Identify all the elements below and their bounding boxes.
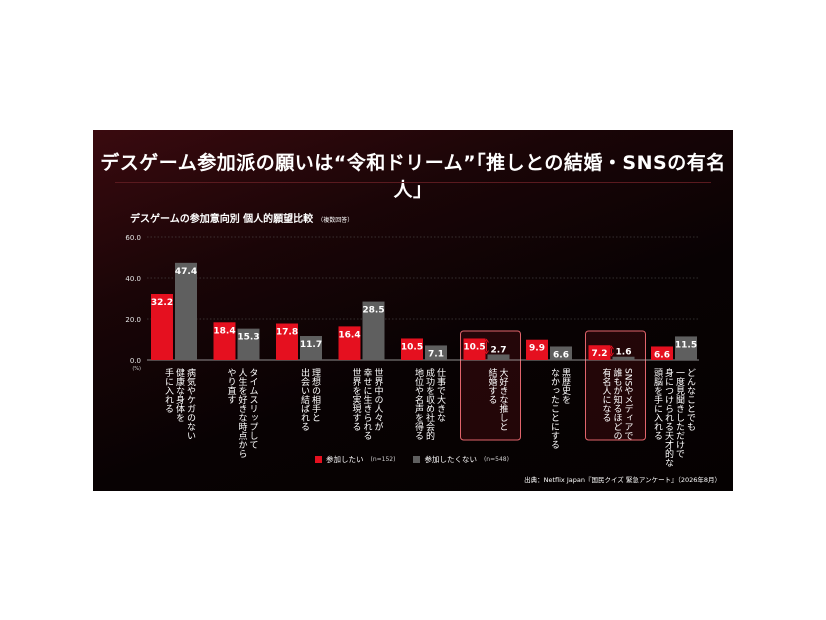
chart-subtitle: デスゲームの参加意向別 個人的願望比較 （複数回答） <box>130 210 353 225</box>
category-label-9: 身につけられる天才的な <box>663 367 674 467</box>
legend: 参加したい (n=152) 参加したくない (n=548) <box>315 454 509 465</box>
gap-arrowhead-bottom-7 <box>609 352 614 357</box>
category-label-9: 一度見聞きしただけで <box>674 368 685 458</box>
data-label-series-1-cat-1: 32.2 <box>151 298 173 308</box>
data-label-series-2-cat-4: 28.5 <box>362 306 384 316</box>
y-tick-label: 60.0 <box>125 234 141 242</box>
y-unit-label: (%) <box>132 366 141 372</box>
legend-label-series-1: 参加したい <box>326 455 364 464</box>
data-label-series-1-cat-4: 16.4 <box>338 330 360 340</box>
bar-series-1-cat-3 <box>276 323 298 360</box>
bar-series-1-cat-1 <box>151 293 173 360</box>
bar-series-1-cat-4 <box>338 326 361 360</box>
category-label-4: 世界中の人々が <box>373 367 384 431</box>
bar-series-2-cat-1 <box>175 262 197 360</box>
data-label-series-2-cat-7: 6.6 <box>553 350 569 360</box>
bar-series-2-cat-9 <box>675 336 697 360</box>
data-label-series-2-cat-8: 1.6 <box>616 348 632 358</box>
gap-arrowhead-top-7 <box>609 345 614 350</box>
bar-series-2-cat-2 <box>237 328 260 360</box>
legend-label-series-2: 参加したくない <box>424 455 477 464</box>
bar-series-2-cat-4 <box>362 301 385 360</box>
bar-series-1-cat-9 <box>651 346 673 360</box>
data-label-series-2-cat-6: 2.7 <box>491 345 507 355</box>
bar-series-2-cat-7 <box>550 346 572 360</box>
bar-series-1-cat-5 <box>401 338 423 360</box>
category-label-8: SNSやメディアで <box>623 368 634 440</box>
category-label-6: 結婚する <box>487 367 498 404</box>
legend-n-series-1: (n=152) <box>370 456 396 463</box>
category-label-5: 仕事で大きな <box>435 367 446 422</box>
data-label-series-1-cat-3: 17.8 <box>276 328 298 338</box>
legend-swatch-series-1 <box>315 456 322 463</box>
category-label-1: 健康な身体を <box>174 367 185 422</box>
bar-series-1-cat-6 <box>463 338 486 360</box>
category-label-7: なかったことにする <box>549 368 560 449</box>
category-label-2: やり直す <box>226 368 237 404</box>
category-label-8: 誰もが知るほどの <box>612 367 623 440</box>
category-label-8: 有名人になる <box>601 367 612 422</box>
category-label-9: どんなことでも <box>685 368 696 431</box>
legend-swatch-series-2 <box>413 456 421 463</box>
subtitle-text: デスゲームの参加意向別 個人的願望比較 <box>130 214 314 225</box>
chart-panel: デスゲーム参加派の願いは“令和ドリーム”「推しとの結婚・SNSの有名人」 デスゲ… <box>93 130 733 491</box>
bar-series-1-cat-7 <box>526 339 548 360</box>
legend-item-series-1: 参加したい (n=152) <box>315 454 395 465</box>
category-label-6: 大好きな推しと <box>498 367 509 431</box>
category-label-2: タイムスリップして <box>248 368 259 449</box>
legend-item-series-2: 参加したくない (n=548) <box>413 454 509 465</box>
gap-arrowhead-top-5 <box>484 338 489 343</box>
data-label-series-2-cat-2: 15.3 <box>237 333 259 343</box>
legend-n-series-2: (n=548) <box>483 456 509 463</box>
data-label-series-1-cat-9: 6.6 <box>654 350 670 360</box>
bar-chart: 60.0 40.0 20.0 0.0(%) 32.2 47.4 病気やケガのない健康な身体を… <box>125 234 699 467</box>
bar-series-2-cat-5 <box>425 345 447 360</box>
bar-series-2-cat-8 <box>612 356 635 360</box>
title-divider <box>115 182 711 183</box>
data-label-series-2-cat-9: 11.5 <box>675 340 697 350</box>
subtitle-note: （複数回答） <box>317 217 354 224</box>
y-tick-label: 20.0 <box>125 316 141 324</box>
category-label-3: 理想の相手と <box>310 368 321 422</box>
bar-series-1-cat-8 <box>588 345 611 360</box>
chart-title: デスゲーム参加派の願いは“令和ドリーム”「推しとの結婚・SNSの有名人」 <box>100 152 726 201</box>
data-label-series-2-cat-3: 11.7 <box>300 340 322 350</box>
data-label-series-2-cat-1: 47.4 <box>175 267 197 277</box>
bar-series-2-cat-6 <box>487 354 510 360</box>
gap-arrowhead-bottom-5 <box>484 350 489 355</box>
source-note: 出典：Netflix Japan『国民クイズ 緊急アンケート』（2026年8月） <box>524 476 721 484</box>
category-label-5: 地位や名声を得る <box>413 367 424 440</box>
data-label-series-1-cat-8: 7.2 <box>592 349 608 359</box>
y-tick-label: 0.0 <box>130 357 141 365</box>
category-label-4: 幸せに生きられる <box>362 368 373 440</box>
category-label-5: 成功を収め社会的 <box>424 367 435 441</box>
y-tick-label: 40.0 <box>125 275 141 283</box>
category-label-7: 黒歴史を <box>560 368 571 404</box>
data-label-series-1-cat-6: 10.5 <box>463 342 485 352</box>
category-label-1: 手に入れる <box>163 367 174 413</box>
category-label-4: 世界を実現する <box>351 367 362 431</box>
category-label-1: 病気やケガのない <box>185 367 196 440</box>
category-label-9: 頭脳を手に入れる <box>652 368 663 440</box>
data-label-series-2-cat-5: 7.1 <box>428 349 444 359</box>
data-label-series-1-cat-2: 18.4 <box>213 326 235 336</box>
category-label-3: 出会い結ばれる <box>299 367 310 431</box>
data-label-series-1-cat-7: 9.9 <box>529 344 545 354</box>
bar-series-1-cat-2 <box>213 322 236 360</box>
data-label-series-1-cat-5: 10.5 <box>401 342 423 352</box>
category-label-2: 人生を好きな時点から <box>237 368 248 458</box>
bar-series-2-cat-3 <box>300 336 322 360</box>
